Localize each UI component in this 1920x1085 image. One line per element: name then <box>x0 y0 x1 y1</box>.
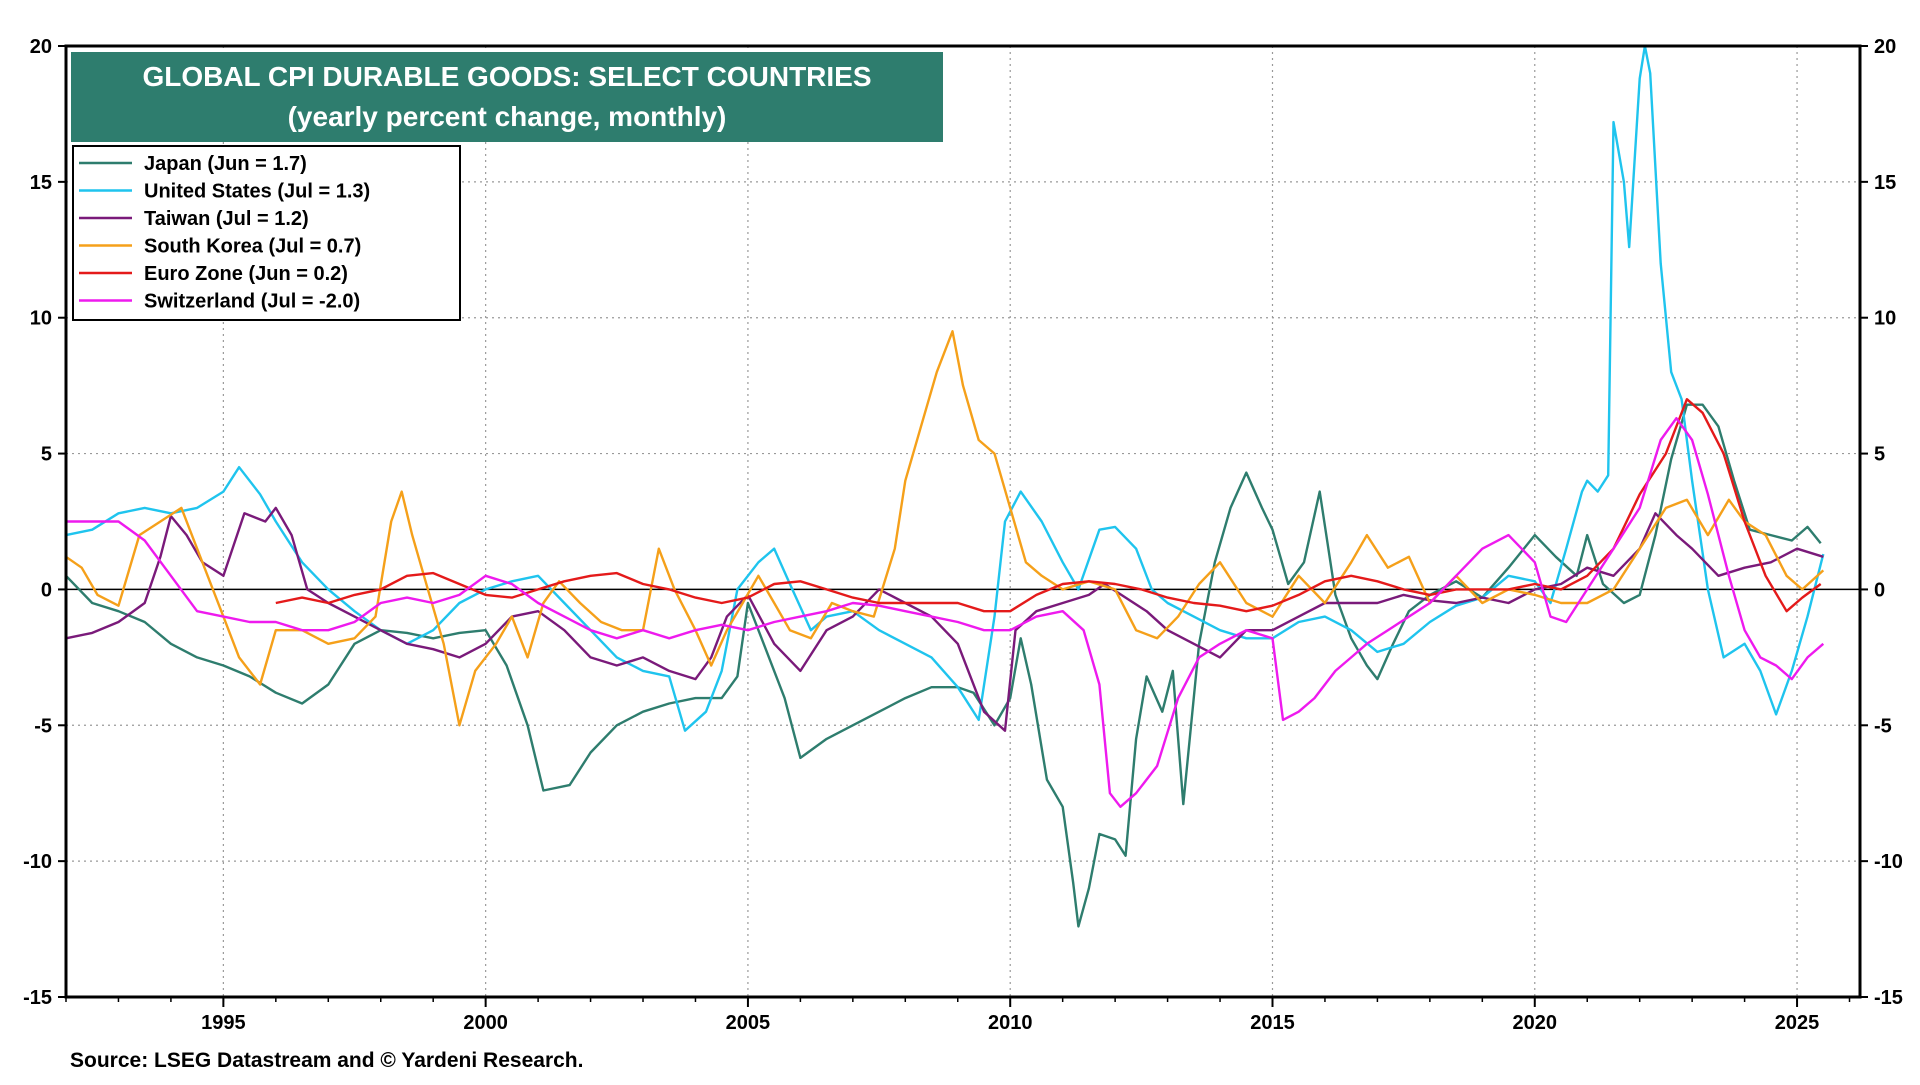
chart-title: GLOBAL CPI DURABLE GOODS: SELECT COUNTRI… <box>142 61 872 92</box>
y-tick-label-left: -15 <box>23 987 52 1009</box>
series-line-1 <box>65 44 1825 732</box>
x-tick-label: 2005 <box>726 1012 771 1034</box>
y-tick-label-left: 0 <box>41 579 52 601</box>
series-line-2 <box>65 506 1824 732</box>
grid <box>66 46 1860 997</box>
x-tick-label: 1995 <box>201 1012 246 1034</box>
x-tick-label: 2015 <box>1250 1012 1295 1034</box>
y-tick-label-right: 0 <box>1874 579 1885 601</box>
y-tick-label-right: 15 <box>1874 172 1896 194</box>
y-tick-label-right: -5 <box>1874 715 1892 737</box>
y-tick-label-left: 10 <box>30 308 52 330</box>
series-line-0 <box>65 403 1822 928</box>
x-tick-label: 2020 <box>1513 1012 1558 1034</box>
x-tick-label: 2000 <box>463 1012 508 1034</box>
y-tick-label-left: -10 <box>23 851 52 873</box>
source-note: Source: LSEG Datastream and © Yardeni Re… <box>70 1049 584 1072</box>
series-lines <box>65 44 1825 928</box>
y-tick-label-right: 10 <box>1874 308 1896 330</box>
y-tick-label-left: -5 <box>34 715 52 737</box>
y-tick-label-right: -15 <box>1874 987 1903 1009</box>
y-tick-label-right: 5 <box>1874 444 1885 466</box>
y-tick-label-left: 5 <box>41 444 52 466</box>
y-tick-label-left: 20 <box>30 36 52 58</box>
series-line-3 <box>65 330 1825 727</box>
series-line-5 <box>66 417 1825 808</box>
plot-frame <box>64 44 1862 999</box>
chart-subtitle: (yearly percent change, monthly) <box>287 101 727 132</box>
x-tick-label: 2010 <box>988 1012 1033 1034</box>
chart-title-box: GLOBAL CPI DURABLE GOODS: SELECT COUNTRI… <box>71 52 943 142</box>
y-tick-label-right: 20 <box>1874 36 1896 58</box>
x-tick-label: 2025 <box>1775 1012 1820 1034</box>
y-tick-label-right: -10 <box>1874 851 1903 873</box>
series-line-4 <box>275 398 1822 613</box>
y-tick-label-left: 15 <box>30 172 52 194</box>
